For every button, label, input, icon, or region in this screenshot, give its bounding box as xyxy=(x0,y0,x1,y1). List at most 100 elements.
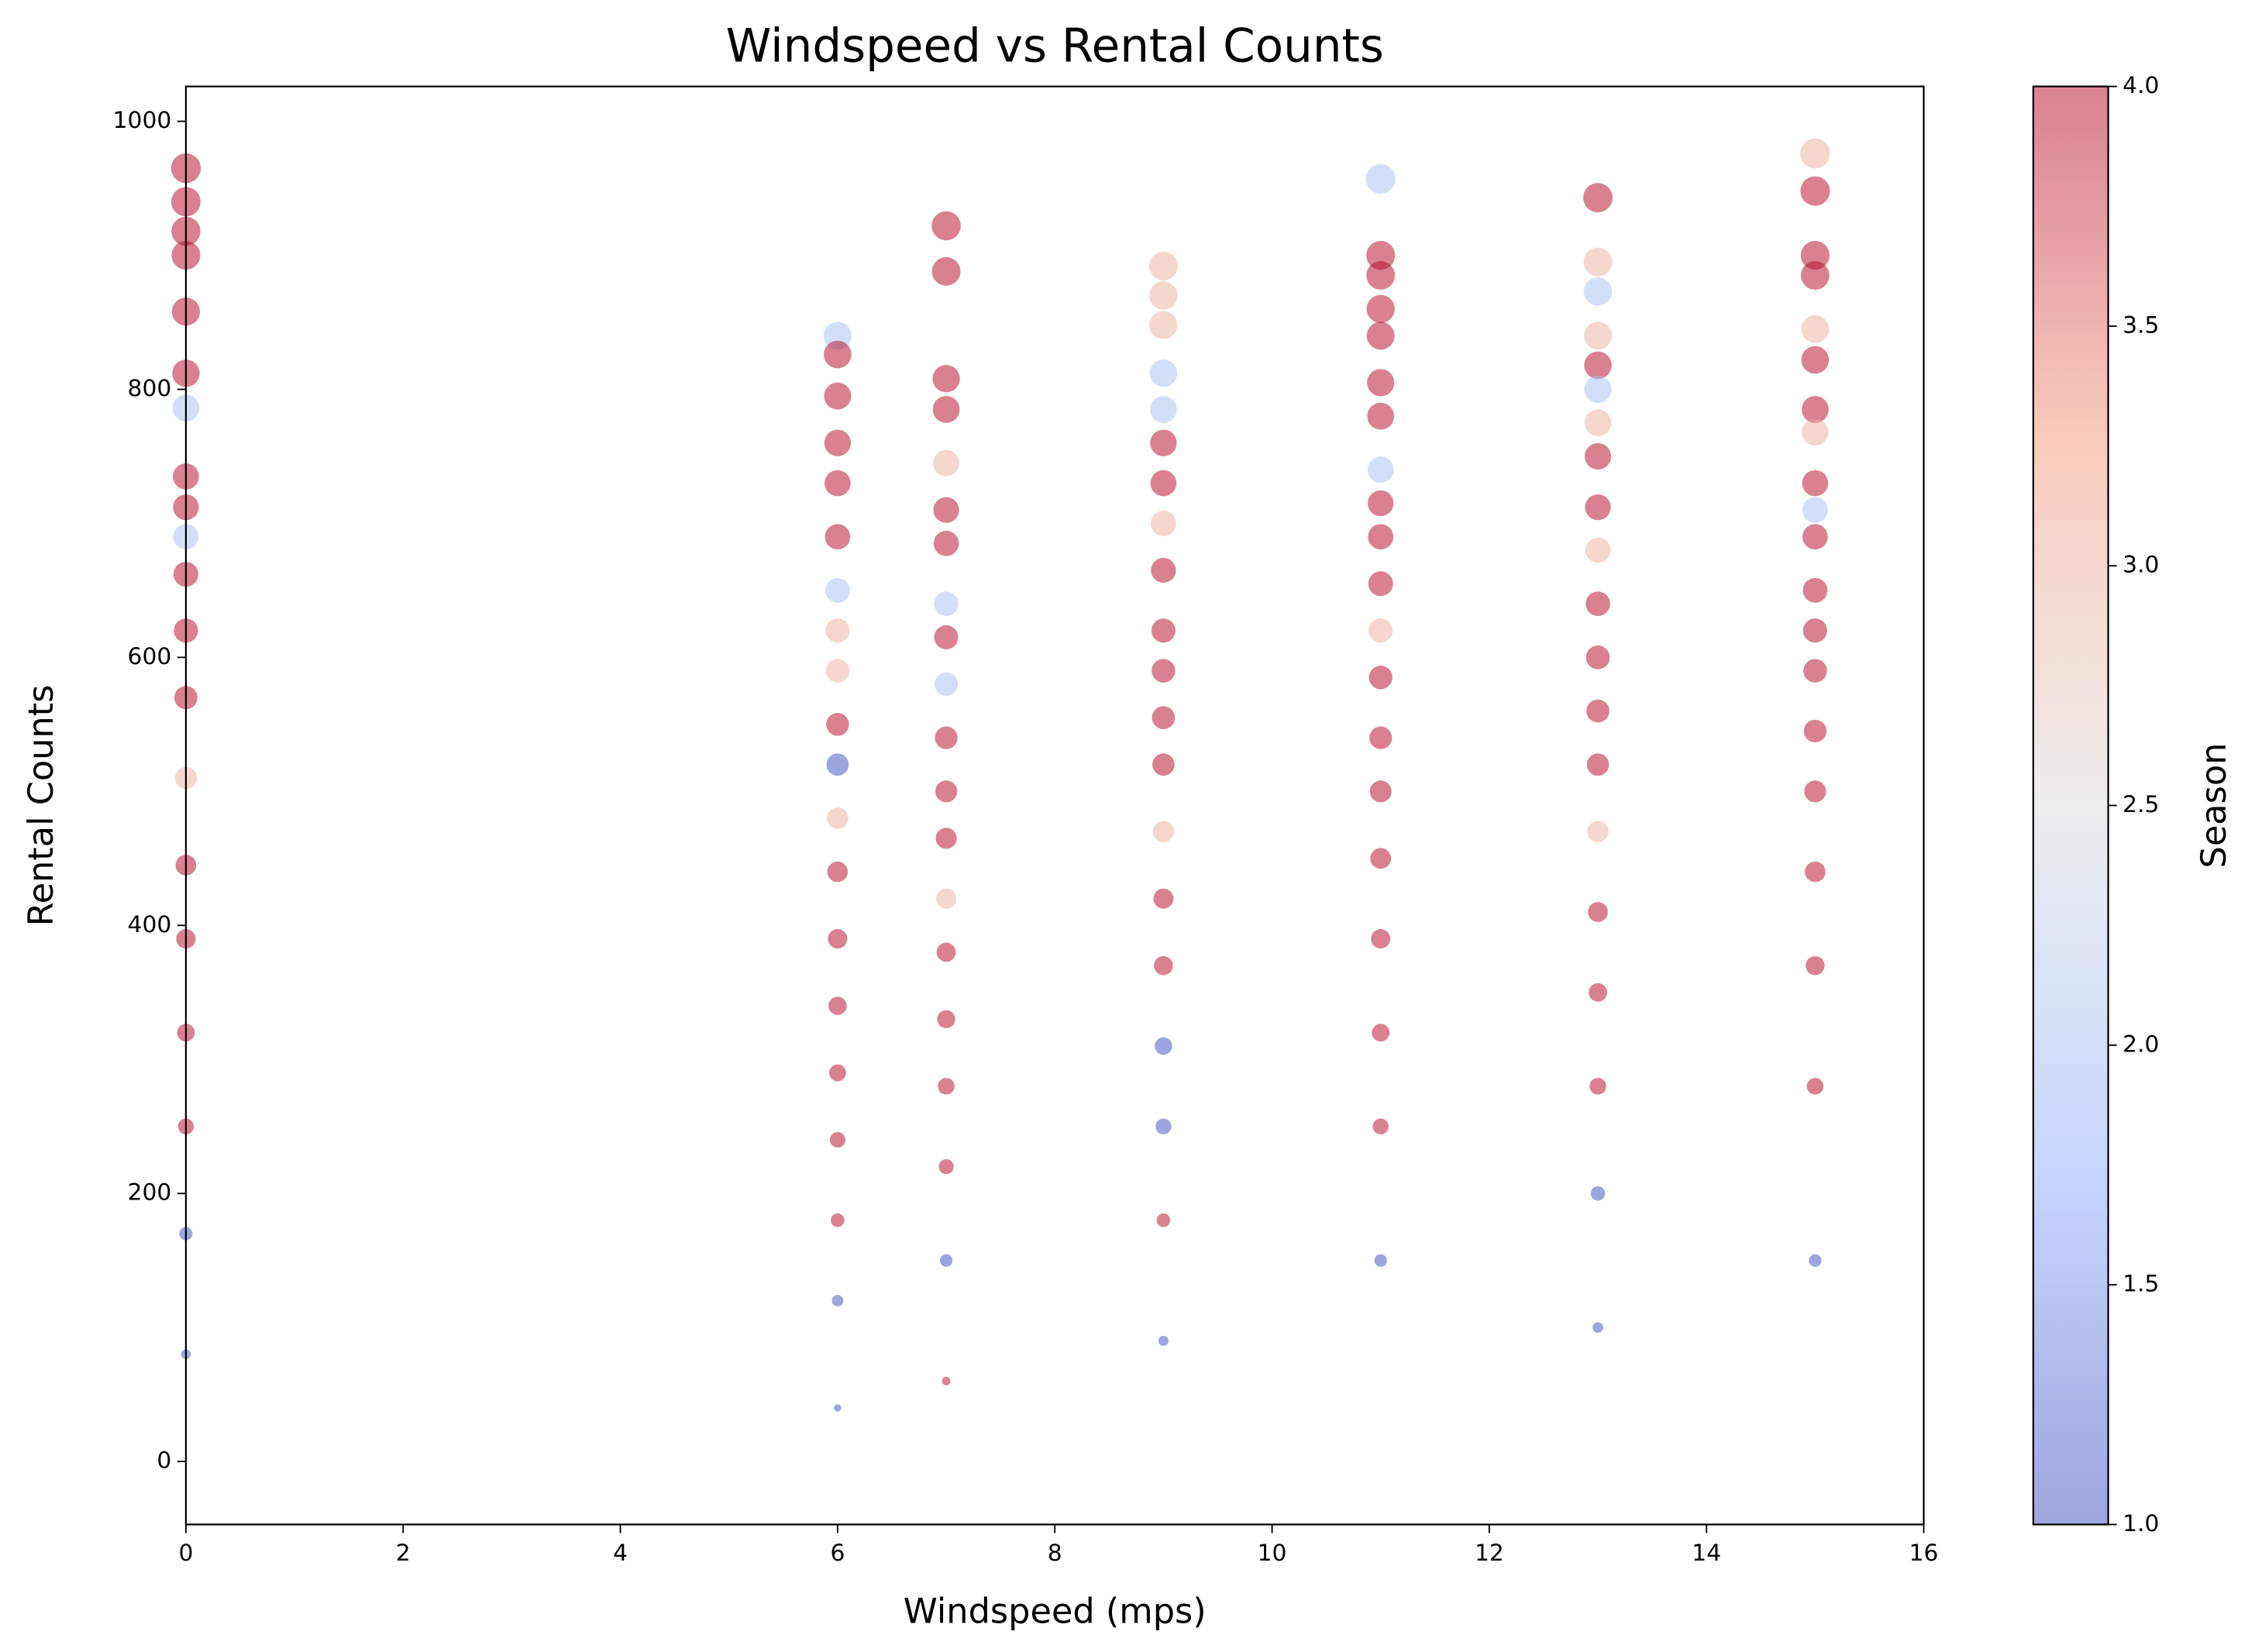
y-tick-label: 400 xyxy=(128,911,172,938)
point xyxy=(1802,418,1829,446)
colorbar-tick-label: 4.0 xyxy=(2122,72,2159,99)
point xyxy=(1800,176,1830,206)
point xyxy=(1150,429,1177,456)
point xyxy=(825,618,850,643)
x-tick-label: 14 xyxy=(1692,1540,1721,1567)
point xyxy=(827,861,849,883)
point xyxy=(932,364,960,393)
point xyxy=(1155,1118,1172,1134)
point xyxy=(1805,861,1826,883)
colorbar xyxy=(2032,85,2109,1526)
point xyxy=(828,996,847,1015)
point xyxy=(1584,409,1612,437)
point xyxy=(1367,402,1395,430)
axes-frame xyxy=(184,85,1925,1526)
point xyxy=(1589,983,1607,1002)
point xyxy=(1365,163,1396,194)
point xyxy=(1148,251,1178,280)
point xyxy=(1801,315,1830,343)
point xyxy=(1369,726,1393,749)
point xyxy=(827,807,849,829)
point xyxy=(1804,780,1826,803)
point xyxy=(1587,821,1609,842)
point xyxy=(1809,1254,1822,1267)
point xyxy=(824,524,851,550)
point xyxy=(1152,753,1175,776)
point xyxy=(828,929,848,949)
point xyxy=(1806,955,1825,976)
point xyxy=(831,1213,845,1227)
point xyxy=(935,828,957,849)
point xyxy=(1368,524,1394,550)
point xyxy=(1367,369,1395,397)
point xyxy=(1803,659,1827,683)
point xyxy=(1592,1322,1603,1333)
point xyxy=(1802,524,1828,550)
point xyxy=(1802,577,1828,603)
x-tick-label: 8 xyxy=(1048,1540,1062,1567)
point xyxy=(1588,902,1608,922)
point xyxy=(935,726,958,749)
y-tick-label: 600 xyxy=(128,643,172,670)
point xyxy=(1800,240,1830,270)
point xyxy=(933,449,960,477)
point xyxy=(937,1010,955,1028)
point xyxy=(938,1078,955,1095)
point xyxy=(1583,247,1613,277)
y-tick-label: 200 xyxy=(128,1179,172,1206)
point xyxy=(1801,396,1829,423)
colorbar-tick-label: 1.5 xyxy=(2122,1271,2159,1298)
point xyxy=(1151,557,1176,583)
colorbar-tick-label: 2.0 xyxy=(2122,1031,2159,1058)
point xyxy=(1158,1335,1169,1346)
point xyxy=(1368,571,1393,597)
point xyxy=(1586,753,1609,776)
point xyxy=(831,1295,844,1306)
point xyxy=(1156,1213,1171,1227)
x-tick-label: 16 xyxy=(1909,1540,1939,1567)
point xyxy=(1584,351,1612,380)
point xyxy=(828,1064,846,1082)
point xyxy=(1151,618,1176,643)
point xyxy=(1149,360,1178,387)
point xyxy=(1802,618,1827,643)
point xyxy=(1149,311,1178,339)
point xyxy=(1590,1186,1606,1201)
chart-title: Windspeed vs Rental Counts xyxy=(726,19,1384,73)
point xyxy=(1367,456,1394,484)
point xyxy=(1368,618,1393,643)
colorbar-tick-label: 1.0 xyxy=(2122,1510,2159,1537)
point xyxy=(1152,659,1176,683)
point xyxy=(825,659,850,683)
point xyxy=(1583,277,1613,306)
point xyxy=(826,753,849,776)
point xyxy=(1154,955,1173,976)
point xyxy=(1366,261,1396,290)
point xyxy=(1155,1037,1172,1055)
point xyxy=(829,1131,845,1148)
x-tick-label: 12 xyxy=(1475,1540,1504,1567)
point xyxy=(1585,591,1610,617)
point xyxy=(931,256,961,286)
x-axis-label: Windspeed (mps) xyxy=(904,1592,1207,1632)
y-tick-label: 1000 xyxy=(113,107,172,134)
x-tick-label: 10 xyxy=(1258,1540,1287,1567)
colorbar-tick-label: 3.0 xyxy=(2122,552,2159,579)
colorbar-label: Season xyxy=(2194,743,2234,869)
point xyxy=(1150,470,1177,497)
point xyxy=(1586,699,1609,723)
colorbar-tick-label: 3.5 xyxy=(2122,311,2159,339)
point xyxy=(933,497,959,523)
point xyxy=(936,942,956,962)
point xyxy=(1152,706,1176,729)
point xyxy=(934,625,959,649)
point xyxy=(1802,497,1828,523)
point xyxy=(938,1158,954,1175)
point xyxy=(1372,1024,1390,1042)
point xyxy=(1584,322,1613,350)
y-tick-label: 800 xyxy=(128,375,172,402)
point xyxy=(936,888,957,909)
point xyxy=(824,429,852,456)
point xyxy=(942,1376,951,1385)
point xyxy=(1153,888,1174,909)
